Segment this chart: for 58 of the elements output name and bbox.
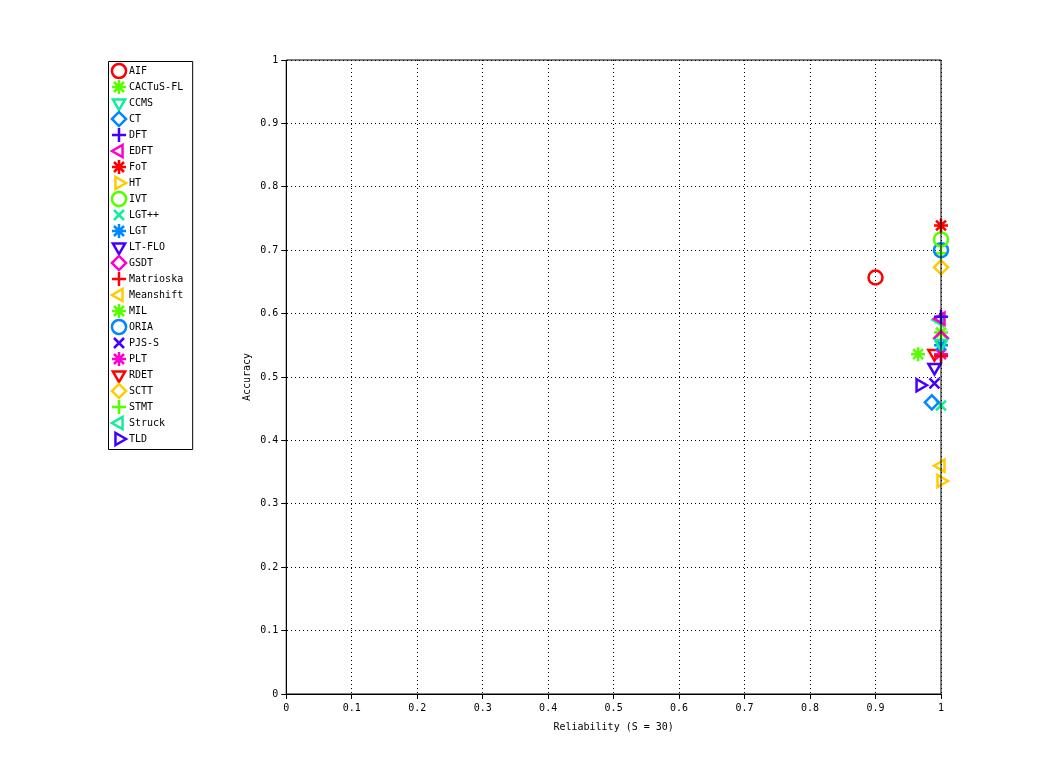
legend-label: CT <box>129 112 142 124</box>
legend-label: RDET <box>129 368 154 380</box>
legend-label: HT <box>129 176 142 188</box>
legend-label: DFT <box>129 128 148 140</box>
legend-label: Matrioska <box>129 272 184 284</box>
legend-label: LT-FLO <box>129 240 166 252</box>
legend-label: FoT <box>129 160 148 172</box>
y-tick-label: 0.2 <box>260 560 279 572</box>
x-tick-label: 0.5 <box>604 701 623 713</box>
y-tick-label: 0.6 <box>260 307 279 319</box>
legend-label: STMT <box>129 400 154 412</box>
y-tick-label: 0.9 <box>260 116 279 128</box>
x-tick-label: 0 <box>283 701 290 713</box>
x-tick-label: 0.4 <box>539 701 558 713</box>
legend-label: CCMS <box>129 96 154 108</box>
point <box>932 259 950 276</box>
y-tick-label: 0 <box>272 687 279 699</box>
point <box>932 217 950 234</box>
x-tick-label: 0.1 <box>342 701 361 713</box>
point <box>927 362 942 376</box>
y-tick-label: 0.3 <box>260 497 279 509</box>
y-tick-label: 1 <box>272 53 279 65</box>
y-tick-label: 0.1 <box>260 624 279 636</box>
legend-label: IVT <box>129 192 148 204</box>
x-tick-label: 0.8 <box>801 701 820 713</box>
legend-label: LGT++ <box>129 208 160 220</box>
x-tick-label: 0.3 <box>473 701 492 713</box>
point <box>928 377 941 390</box>
legend-label: TLD <box>129 432 148 444</box>
x-tick-label: 0.6 <box>670 701 689 713</box>
legend-label: Struck <box>129 416 166 428</box>
y-tick-label: 0.7 <box>260 243 279 255</box>
x-tick-label: 1 <box>937 701 945 713</box>
legend-label: PJS-S <box>129 336 160 348</box>
x-tick-label: 0.2 <box>408 701 427 713</box>
point <box>867 269 884 286</box>
legend-label: AIF <box>129 64 148 76</box>
point <box>932 458 946 474</box>
point <box>915 377 929 393</box>
point <box>932 231 950 248</box>
x-tick-label: 0.7 <box>735 701 754 713</box>
y-tick-label: 0.8 <box>260 180 279 192</box>
point <box>923 394 941 411</box>
legend-label: MIL <box>129 304 148 316</box>
legend-label: SCTT <box>129 384 154 396</box>
y-axis-title: Accuracy <box>240 352 252 402</box>
legend-label: GSDT <box>129 256 154 268</box>
x-tick-label: 0.9 <box>866 701 885 713</box>
x-axis-title: Reliability (S = 30) <box>553 720 674 732</box>
point <box>909 345 927 363</box>
legend-label: EDFT <box>129 144 154 156</box>
legend-label: LGT <box>129 224 148 236</box>
y-tick-label: 0.4 <box>260 433 279 445</box>
legend-label: CACTuS-FL <box>129 80 184 92</box>
legend-label: ORIA <box>129 320 154 332</box>
legend-label: Meanshift <box>129 288 184 300</box>
legend-label: PLT <box>129 352 148 364</box>
y-tick-label: 0.5 <box>260 370 279 382</box>
